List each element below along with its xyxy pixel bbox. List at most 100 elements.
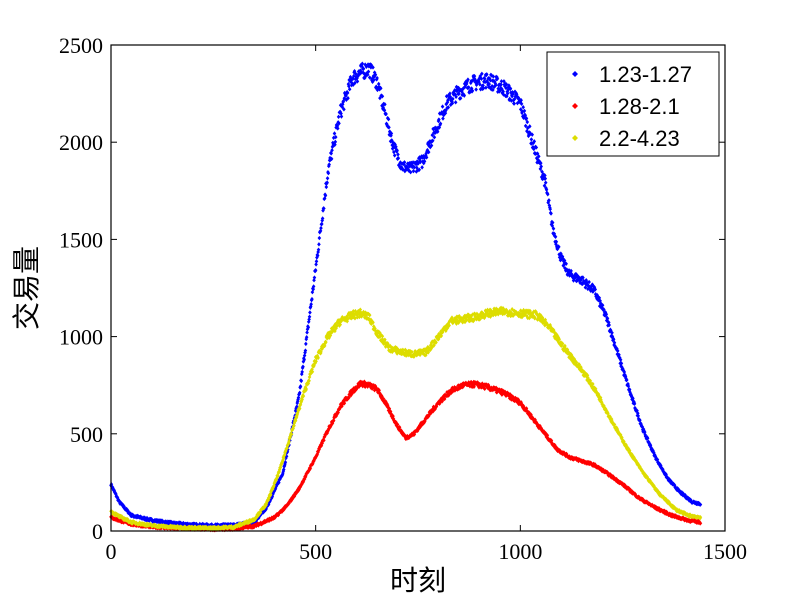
data-point <box>420 155 425 160</box>
data-point <box>304 334 309 340</box>
data-point <box>315 253 320 258</box>
data-point <box>325 336 329 341</box>
data-point <box>469 80 473 86</box>
x-tick-label: 500 <box>299 539 332 564</box>
data-point <box>604 312 609 317</box>
data-point <box>417 167 422 172</box>
data-point <box>277 480 281 485</box>
data-point <box>515 100 520 106</box>
data-point <box>437 117 441 122</box>
data-point <box>347 83 351 89</box>
data-point <box>266 498 270 503</box>
data-point <box>512 96 517 102</box>
data-point <box>607 322 611 328</box>
data-point <box>595 296 599 301</box>
data-point <box>380 94 385 99</box>
data-point <box>509 98 514 103</box>
data-point <box>313 360 318 366</box>
data-point <box>617 352 621 357</box>
data-point <box>499 79 504 84</box>
data-point <box>448 91 452 96</box>
data-point <box>370 79 375 85</box>
data-point <box>441 397 445 402</box>
data-point <box>548 206 553 212</box>
data-point <box>358 307 363 312</box>
data-point <box>303 385 308 390</box>
data-point <box>683 493 688 498</box>
data-point <box>299 371 304 377</box>
data-point <box>371 320 375 325</box>
data-point <box>550 220 555 225</box>
data-point <box>351 82 356 87</box>
data-point <box>579 277 583 283</box>
data-point <box>298 384 303 389</box>
data-point <box>554 242 558 247</box>
data-point <box>355 79 360 84</box>
data-point <box>336 410 340 415</box>
data-point <box>307 314 312 320</box>
data-point <box>520 109 525 114</box>
data-point <box>310 369 315 374</box>
data-point <box>490 83 494 89</box>
data-point <box>470 88 475 93</box>
data-point <box>297 390 302 396</box>
data-point <box>371 77 376 83</box>
data-point <box>430 406 435 412</box>
data-point <box>500 310 504 316</box>
data-point <box>395 148 399 153</box>
data-point <box>469 86 474 91</box>
data-point <box>577 362 582 367</box>
data-point <box>552 334 557 339</box>
data-point <box>606 411 610 416</box>
data-point <box>658 507 662 512</box>
data-point <box>383 399 388 404</box>
data-point <box>442 396 447 402</box>
data-point <box>504 85 508 91</box>
data-point <box>444 323 449 328</box>
data-point <box>387 125 391 130</box>
data-point <box>335 323 339 328</box>
legend-label: 2.2-4.23 <box>599 126 680 151</box>
data-point <box>408 164 412 169</box>
data-point <box>322 438 326 443</box>
data-point <box>533 417 537 422</box>
data-point <box>433 125 437 130</box>
data-point <box>454 321 459 326</box>
data-point <box>543 173 547 178</box>
data-point <box>367 312 372 318</box>
data-point <box>545 433 550 438</box>
data-point <box>394 345 399 351</box>
data-point <box>610 330 614 335</box>
data-point <box>554 239 559 244</box>
data-point <box>288 434 293 440</box>
data-point <box>337 121 341 126</box>
data-point <box>431 126 436 132</box>
data-point <box>305 330 309 335</box>
data-point <box>531 144 535 150</box>
legend-items: 1.23-1.27 1.28-2.1 2.2-4.23 <box>572 62 692 151</box>
data-point <box>338 109 343 115</box>
data-point <box>360 61 365 66</box>
series-2.2-4.23 <box>109 305 703 532</box>
data-point <box>446 105 451 110</box>
data-point <box>456 85 461 91</box>
data-point <box>371 65 375 70</box>
data-point <box>491 87 495 93</box>
data-point <box>544 187 549 192</box>
data-point <box>489 73 494 78</box>
data-point <box>658 462 662 467</box>
data-point <box>314 262 318 267</box>
data-point <box>482 76 487 82</box>
data-point <box>337 320 341 326</box>
data-point <box>551 226 556 231</box>
data-point <box>491 312 496 318</box>
data-point <box>347 87 352 92</box>
data-point <box>517 311 522 316</box>
data-point <box>424 155 429 160</box>
data-point <box>349 391 354 397</box>
data-point <box>615 426 620 432</box>
data-point <box>501 89 505 94</box>
data-point <box>480 71 484 76</box>
data-point <box>542 318 547 324</box>
data-point <box>302 357 307 362</box>
